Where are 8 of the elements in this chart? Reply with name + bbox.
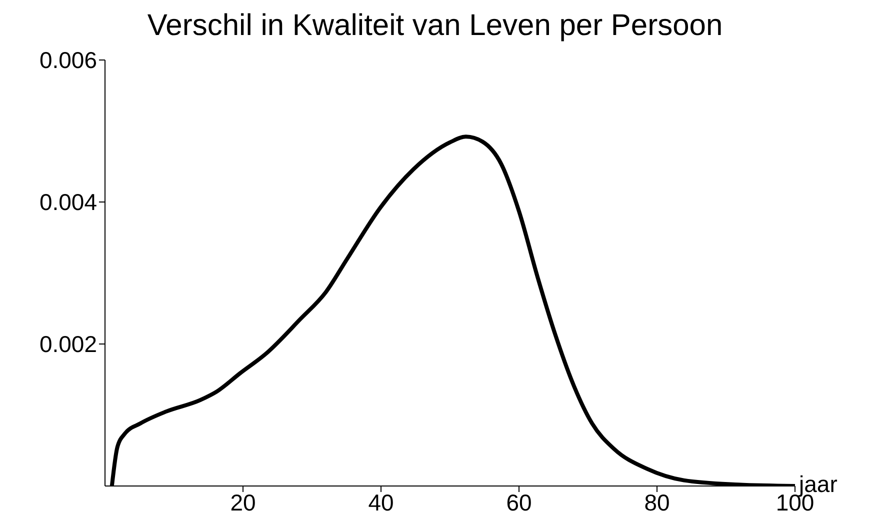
x-tick-label: 40 (368, 489, 394, 516)
y-tick-label: 0.006 (39, 47, 97, 74)
chart-title: Verschil in Kwaliteit van Leven per Persoon (146, 8, 724, 44)
y-tick-label: 0.002 (39, 331, 97, 358)
y-tick-label: 0.004 (39, 189, 98, 216)
x-tick-label: 20 (230, 489, 256, 516)
x-tick-label: 80 (644, 489, 670, 516)
x-tick-label: 60 (506, 489, 532, 516)
